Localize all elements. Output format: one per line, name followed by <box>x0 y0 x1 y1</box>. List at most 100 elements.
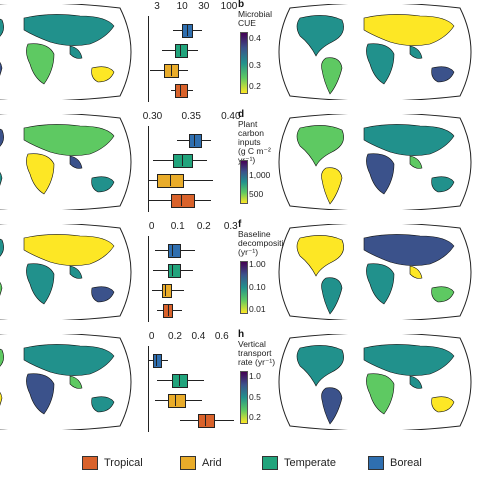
axis-tick-label: 100 <box>220 1 238 12</box>
map-a <box>0 2 140 102</box>
landmass-5 <box>409 155 423 169</box>
colorbar-tick-label: 1.00 <box>249 258 266 269</box>
world-map-h <box>278 332 472 432</box>
legend-label-boreal: Boreal <box>390 457 422 469</box>
axis-tick-label: 3 <box>154 1 160 12</box>
legend-item-arid: Arid <box>180 456 222 470</box>
landmass-2 <box>363 124 455 156</box>
box-arid <box>157 174 185 188</box>
map-e <box>0 222 140 322</box>
colorbar-title: Vertical transport rate (yr⁻¹) <box>238 340 278 367</box>
colorbar-tick-label: 1,000 <box>249 169 271 180</box>
landmass-5 <box>409 45 423 59</box>
axis-tick-label: 0.2 <box>196 221 211 232</box>
landmass-1 <box>321 167 343 205</box>
colorbar-title-line: Microbial <box>238 9 273 19</box>
biome-legend: Tropical Arid Temperate Boreal <box>0 452 480 476</box>
landmass-1 <box>321 277 343 315</box>
colorbar-tick-label: 0.2 <box>249 81 261 91</box>
landmass-4 <box>91 176 115 193</box>
boxplot-frame <box>148 126 239 212</box>
landmass-1 <box>321 57 343 95</box>
axis-tick-label: 0.35 <box>181 111 201 122</box>
axis-tick-label: 0.2 <box>168 331 182 342</box>
landmass-3 <box>26 153 55 195</box>
colorbar-title-line: Vertical <box>238 339 266 349</box>
landmass-2 <box>23 344 115 376</box>
box-tropical <box>197 414 215 428</box>
boxplot-frame <box>148 236 239 322</box>
colorbar-gradient <box>240 32 248 94</box>
colorbar-title-line: transport <box>238 348 272 358</box>
legend-item-temperate: Temperate <box>262 456 336 470</box>
landmass-0 <box>0 128 4 147</box>
landmass-2 <box>23 14 115 46</box>
landmass-1 <box>321 387 343 425</box>
box-tropical <box>175 84 188 98</box>
axis-tick-label: 0 <box>148 221 155 232</box>
box-arid <box>161 284 172 298</box>
median-tropical <box>180 84 182 96</box>
median-arid <box>170 64 172 76</box>
legend-item-boreal: Boreal <box>368 456 422 470</box>
landmass-4 <box>431 66 455 83</box>
landmass-4 <box>431 176 455 193</box>
colorbar-tick-label: 0.2 <box>249 411 261 422</box>
legend-label-arid: Arid <box>202 457 222 469</box>
median-arid <box>175 394 176 406</box>
legend-swatch-temperate <box>262 456 278 470</box>
axis-tick-label: 0 <box>148 331 155 342</box>
colorbar-h: h Vertical transport rate (yr⁻¹) 1.0 0.5 0.2 <box>238 329 275 434</box>
panel-row-h: 0 0.2 0.4 0.6 h Vertical transport rate (yr⁻¹) 1… <box>0 329 480 438</box>
world-map-e <box>0 222 132 322</box>
median-temperate <box>182 154 184 166</box>
colorbar-gradient <box>240 261 248 314</box>
median-temperate <box>172 264 174 276</box>
median-boreal <box>172 244 174 256</box>
box-tropical <box>170 194 195 208</box>
box-boreal <box>167 244 181 258</box>
landmass-0 <box>296 345 344 387</box>
map-d <box>270 112 480 212</box>
colorbar-title-line: decomposition <box>238 238 293 248</box>
colorbar-tick-label: 1.0 <box>249 371 261 382</box>
landmass-0 <box>0 238 4 257</box>
colorbar-b: b Microbial CUE 0.4 0.3 0.2 <box>238 0 274 104</box>
landmass-0 <box>0 348 4 367</box>
panel-label-h: h <box>238 329 245 340</box>
world-map-b <box>278 2 472 102</box>
axis-tick-label: 0.30 <box>142 111 163 122</box>
colorbar-title-line: rate (yr⁻¹) <box>238 357 276 367</box>
landmass-2 <box>363 234 455 266</box>
map-c <box>0 112 140 212</box>
landmass-5 <box>69 265 83 279</box>
colorbar-tick-label: 0.01 <box>249 304 266 315</box>
colorbar-tick-label: 0.10 <box>249 281 266 292</box>
median-temperate <box>180 44 182 56</box>
colorbar-title-line: (yr⁻¹) <box>238 247 259 257</box>
median-tropical <box>167 304 169 316</box>
landmass-0 <box>296 125 344 167</box>
landmass-2 <box>23 124 115 156</box>
landmass-3 <box>366 153 395 195</box>
world-map-g <box>0 332 132 432</box>
landmass-4 <box>431 286 455 303</box>
landmass-0 <box>0 18 4 37</box>
world-map-a <box>0 2 132 102</box>
median-arid <box>165 284 167 296</box>
landmass-1 <box>0 172 3 186</box>
legend-swatch-tropical <box>82 456 98 470</box>
axis-tick-label: 30 <box>198 1 210 12</box>
box-temperate <box>173 154 194 168</box>
legend-label-temperate: Temperate <box>284 457 336 469</box>
median-boreal <box>156 354 158 366</box>
landmass-4 <box>91 66 115 83</box>
landmass-5 <box>69 375 83 389</box>
world-map-d <box>278 112 472 212</box>
colorbar-tick-label: 500 <box>249 188 264 199</box>
colorbar-title-line: CUE <box>238 18 256 28</box>
landmass-3 <box>26 263 55 305</box>
landmass-4 <box>91 286 115 303</box>
map-b <box>270 2 480 102</box>
